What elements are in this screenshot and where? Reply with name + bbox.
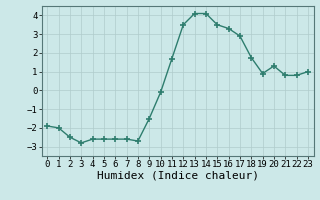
- X-axis label: Humidex (Indice chaleur): Humidex (Indice chaleur): [97, 171, 259, 181]
